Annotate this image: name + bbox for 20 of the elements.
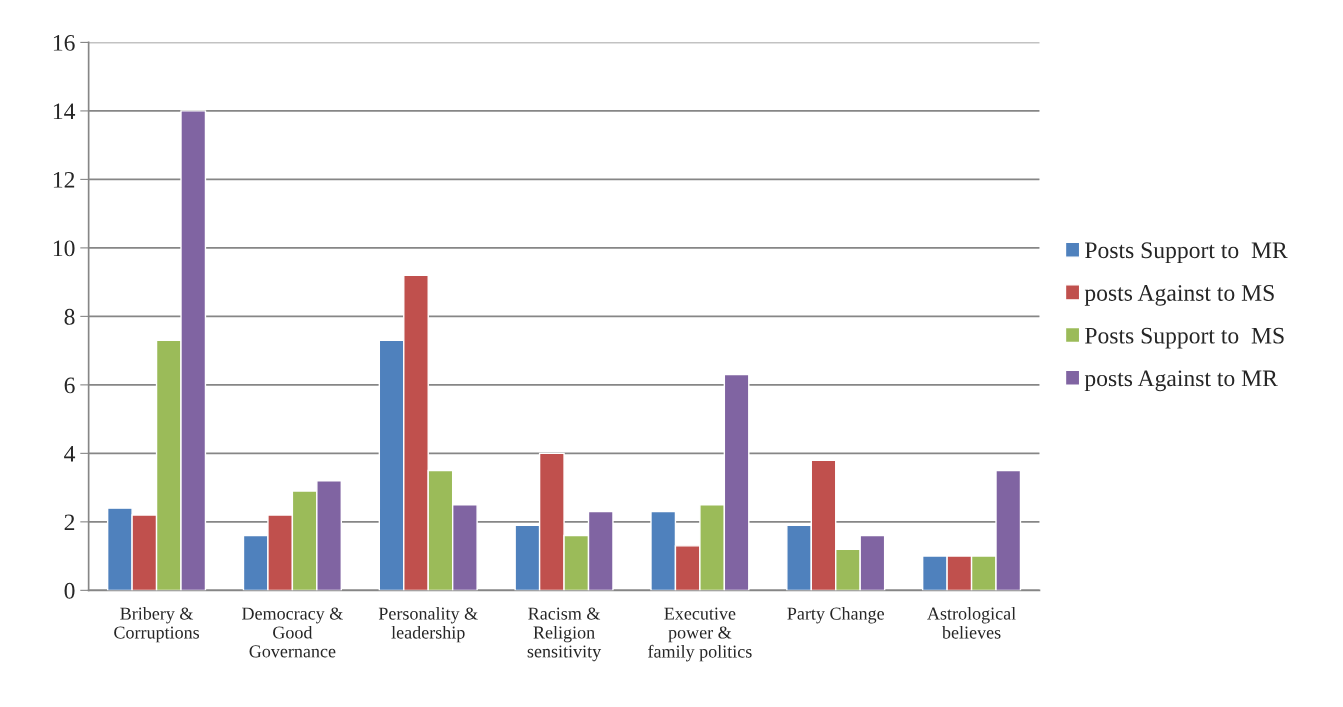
y-tick-label: 10	[53, 240, 75, 257]
x-tick-label: Personality & leadership	[378, 607, 478, 643]
x-tick-label: Party Change	[787, 607, 884, 624]
y-tick-label: 14	[53, 103, 76, 120]
y-tick-label: 6	[64, 377, 75, 394]
y-tick-label: 8	[64, 308, 75, 325]
legend-label: posts Against to MR	[1084, 370, 1278, 392]
x-tick-label: Bribery & Corruptions	[114, 607, 200, 643]
y-tick-label: 4	[64, 446, 76, 462]
y-tick-label: 0	[64, 582, 75, 599]
legend-label: posts Against to MS	[1084, 285, 1274, 306]
y-tick-label: 16	[53, 34, 75, 51]
legend-label: Posts Support to MS	[1085, 327, 1284, 349]
x-tick-label: Astrological believes	[927, 607, 1016, 639]
y-tick-label: 12	[53, 171, 75, 188]
y-tick-label: 2	[64, 514, 75, 531]
x-tick-label: Executive power & family politics	[648, 607, 752, 662]
legend-label: Posts Support to MR	[1085, 242, 1288, 264]
x-tick-label: Racism & Religion sensitivity	[527, 607, 602, 662]
x-tick-label: Democracy & Good Governance	[242, 607, 343, 658]
